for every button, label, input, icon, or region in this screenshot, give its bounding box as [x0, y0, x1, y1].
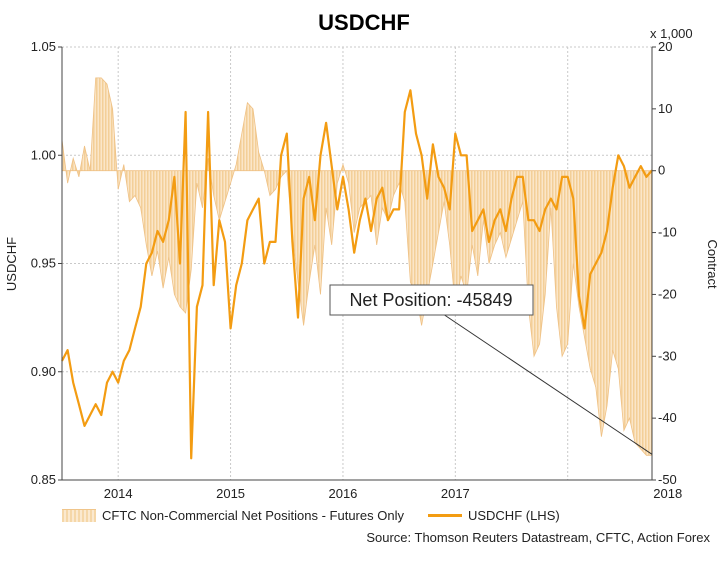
- legend-swatch-line: [427, 514, 462, 517]
- x-tick-label: 2018: [653, 486, 682, 501]
- cftc-area: [61, 77, 653, 456]
- left-axis-label: USDCHF: [4, 237, 19, 291]
- right-tick-label: 0: [658, 163, 665, 178]
- right-tick-label: -30: [658, 348, 677, 363]
- x-tick-label: 2014: [104, 486, 133, 501]
- x-tick-label: 2015: [216, 486, 245, 501]
- annotation-text: Net Position: -45849: [349, 290, 512, 310]
- chart-title: USDCHF: [318, 10, 410, 35]
- right-axis-label: Contract: [705, 239, 720, 289]
- plot-frame: [58, 46, 656, 481]
- right-axis-multiplier: x 1,000: [650, 26, 693, 41]
- left-tick-label: 1.00: [31, 147, 56, 162]
- right-tick-label: -50: [658, 472, 677, 487]
- usdchf-line: [61, 89, 653, 460]
- right-tick-label: 10: [658, 101, 672, 116]
- right-tick-label: -10: [658, 225, 677, 240]
- left-tick-label: 0.85: [31, 472, 56, 487]
- legend: CFTC Non-Commercial Net Positions - Futu…: [62, 508, 584, 523]
- annotation-box: [329, 284, 534, 316]
- x-tick-label: 2017: [441, 486, 470, 501]
- legend-label-cftc: CFTC Non-Commercial Net Positions - Futu…: [102, 508, 404, 523]
- area-series: [61, 77, 653, 456]
- annotation: Net Position: -45849: [329, 284, 653, 455]
- legend-label-usdchf: USDCHF (LHS): [467, 508, 560, 523]
- left-tick-label: 0.95: [31, 256, 56, 271]
- line-series: [61, 89, 653, 460]
- right-tick-label: 20: [658, 39, 672, 54]
- tick-labels: 0.85 0.90 0.95 1.00 1.05 -50 -40 -30 -20 -10 0 10 20…: [31, 39, 682, 501]
- right-tick-label: -40: [658, 410, 677, 425]
- legend-swatch-area: [62, 509, 96, 522]
- left-tick-label: 1.05: [31, 39, 56, 54]
- right-tick-label: -20: [658, 286, 677, 301]
- x-tick-label: 2016: [328, 486, 357, 501]
- annotation-leader-line: [439, 311, 653, 455]
- legend-item-usdchf[interactable]: USDCHF (LHS): [427, 508, 560, 523]
- legend-item-cftc[interactable]: CFTC Non-Commercial Net Positions - Futu…: [62, 508, 404, 523]
- source-note: Source: Thomson Reuters Datastream, CFTC…: [366, 530, 710, 545]
- left-tick-label: 0.90: [31, 364, 56, 379]
